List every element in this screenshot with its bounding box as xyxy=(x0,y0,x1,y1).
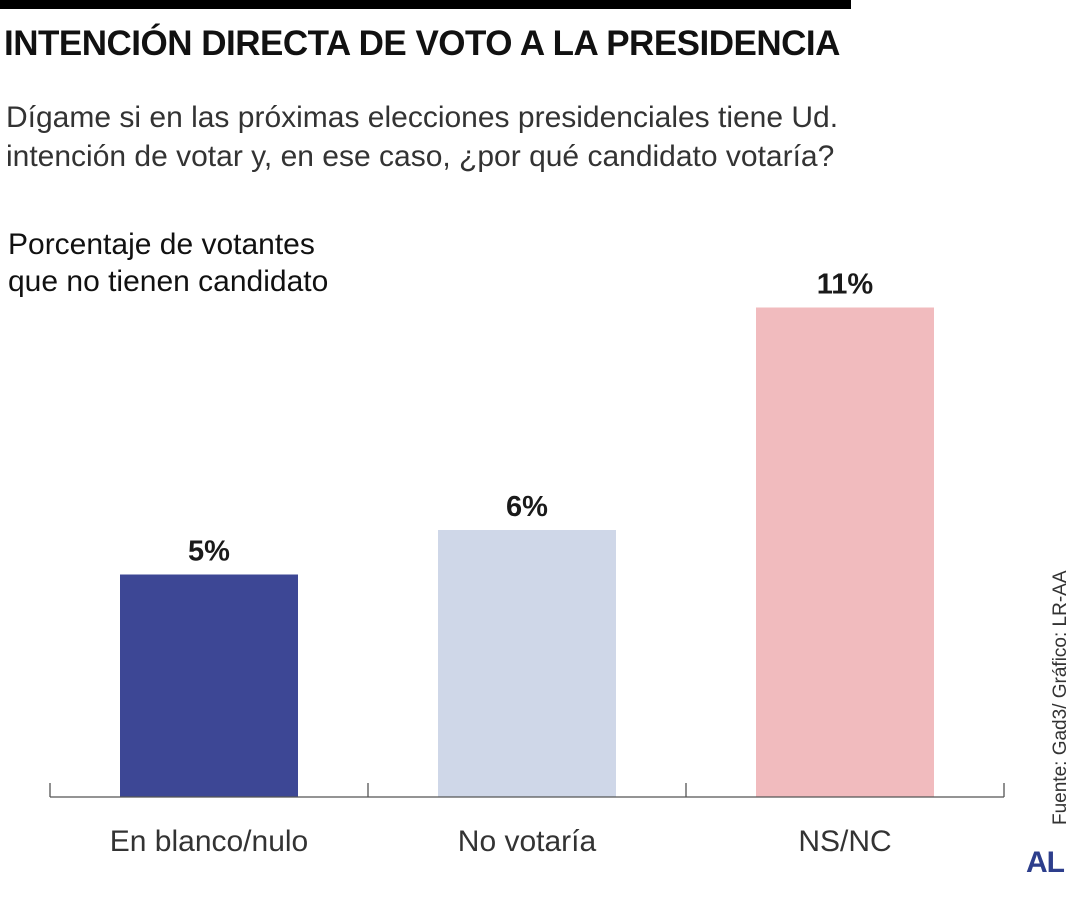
logo: AL xyxy=(1026,846,1065,879)
bar-3 xyxy=(756,307,934,797)
value-label-1: 5% xyxy=(188,536,230,568)
subtitle-line-1: Dígame si en las próximas elecciones pre… xyxy=(6,101,839,134)
page-title: INTENCIÓN DIRECTA DE VOTO A LA PRESIDENC… xyxy=(4,24,840,63)
top-rule xyxy=(0,0,851,9)
category-label-3: NS/NC xyxy=(798,825,891,858)
value-label-2: 6% xyxy=(506,491,548,523)
bar-1 xyxy=(120,574,298,797)
value-label-3: 11% xyxy=(817,269,874,301)
subtitle: Dígame si en las próximas elecciones pre… xyxy=(6,98,906,176)
bar-2 xyxy=(438,530,616,797)
category-label-1: En blanco/nulo xyxy=(110,825,309,858)
chart-title: Porcentaje de votantes que no tienen can… xyxy=(8,226,328,300)
subtitle-line-2: intención de votar y, en ese caso, ¿por … xyxy=(6,140,835,173)
source-credit: Fuente: Gad3/ Gráfico: LR-AA xyxy=(1050,570,1071,825)
chart-title-line-1: Porcentaje de votantes xyxy=(8,228,315,261)
category-label-2: No votaría xyxy=(458,825,597,858)
chart-title-line-2: que no tienen candidato xyxy=(8,265,329,298)
